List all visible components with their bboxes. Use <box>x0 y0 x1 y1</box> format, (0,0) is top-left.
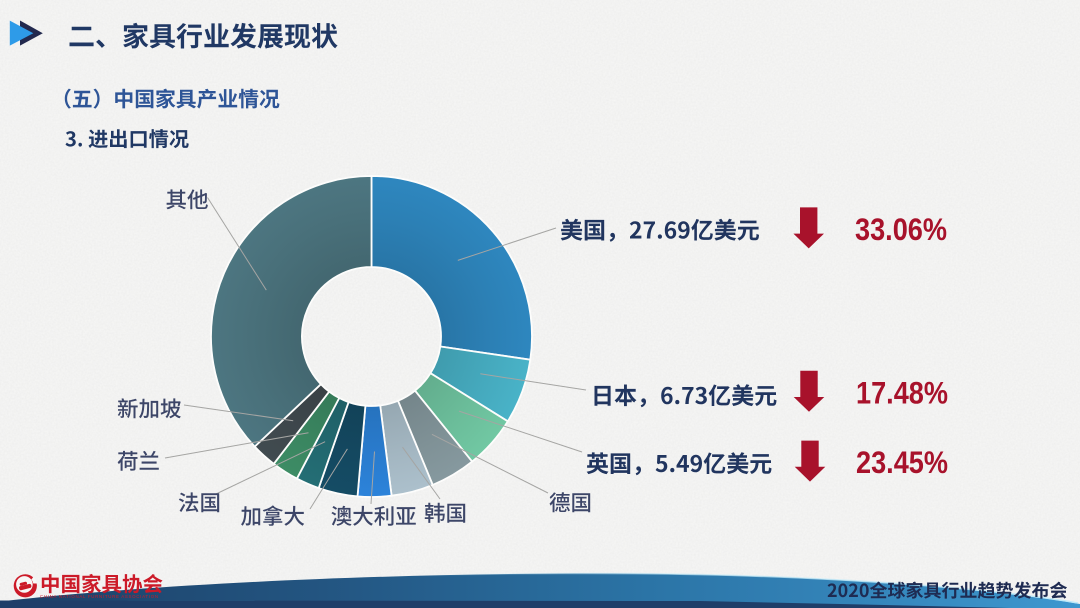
svg-text:33.06%: 33.06% <box>855 211 947 247</box>
svg-text:17.48%: 17.48% <box>856 375 948 411</box>
svg-text:23.45%: 23.45% <box>856 444 948 480</box>
svg-text:CHINA NATIONAL FURNITURE ASSOC: CHINA NATIONAL FURNITURE ASSOCIATION <box>40 594 158 599</box>
